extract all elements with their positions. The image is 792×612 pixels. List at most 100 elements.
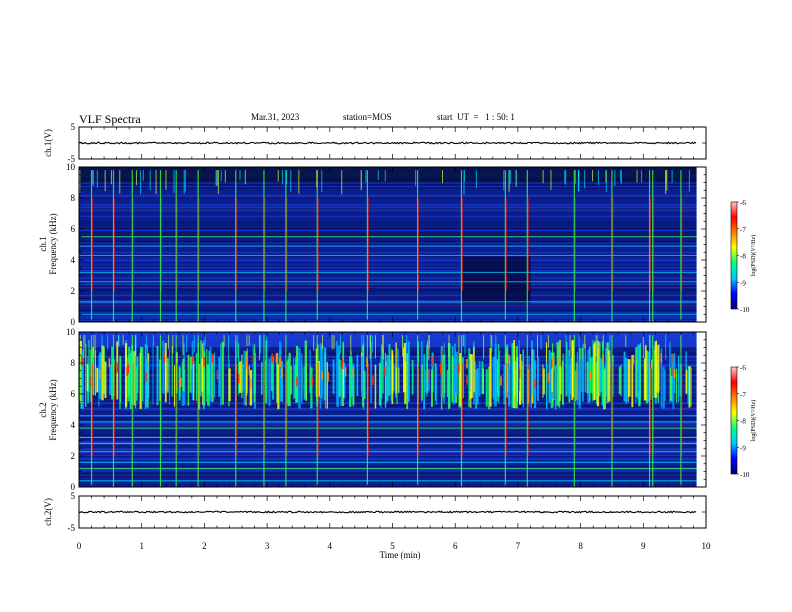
x-tick-label: 1 (139, 541, 144, 551)
emission-peak (508, 354, 510, 364)
x-tick-label: 5 (390, 541, 395, 551)
ch2-spec-ylabel-channel: ch.2 (38, 402, 48, 417)
colorbar-tick-label: -8 (740, 253, 746, 261)
emission-peak (428, 369, 430, 380)
emission-peak (671, 353, 673, 363)
emission-peak (458, 363, 460, 373)
emission-peak (81, 356, 83, 366)
emission-peak (116, 363, 119, 373)
colorbar-tick-label: -6 (740, 364, 746, 372)
emission-peak (211, 353, 213, 363)
emission-peak (271, 353, 273, 363)
colorbar-tick-label: -10 (740, 471, 750, 479)
emission-peak (520, 360, 523, 371)
ch2-volt-ylabel: ch.2(V) (43, 498, 53, 526)
ch1-spec-ylabel-channel: ch.1 (38, 236, 48, 251)
emission-peak (660, 353, 662, 363)
y-tick-label: 8 (71, 358, 76, 368)
x-tick-label: 6 (453, 541, 458, 551)
x-tick-label: 7 (516, 541, 521, 551)
emission-peak (145, 372, 147, 383)
y-tick-label: 5 (71, 491, 76, 501)
x-tick-label: 9 (641, 541, 646, 551)
y-tick-label: 10 (66, 327, 76, 337)
emission-peak (632, 354, 635, 365)
y-tick-label: 8 (71, 193, 76, 203)
emission-peak (108, 357, 111, 368)
x-tick-label: 3 (265, 541, 270, 551)
emission-peak (296, 376, 298, 387)
colorbar-tick-label: -10 (740, 306, 750, 314)
spectrogram-1 (79, 167, 706, 323)
emission-peak (500, 376, 502, 386)
ch1-volt-ylabel: ch.1(V) (43, 129, 53, 157)
quiet-region (461, 256, 531, 304)
colorbar-tick-label: -7 (740, 226, 746, 234)
emission-peak (203, 357, 205, 367)
x-tick-label: 0 (77, 541, 82, 551)
emission-peak (518, 369, 521, 379)
y-tick-label: 2 (71, 451, 76, 461)
emission-peak (327, 372, 329, 382)
emission-peak (192, 354, 194, 365)
emission-peak (311, 376, 314, 386)
x-tick-label: 8 (578, 541, 583, 551)
emission-peak (466, 359, 468, 369)
emission-peak (466, 375, 468, 385)
station-label: station=MOS (343, 112, 392, 122)
emission-peak (650, 359, 653, 369)
chart-title: VLF Spectra (79, 112, 141, 126)
waveform-line (78, 141, 697, 145)
emission-peak (163, 352, 165, 363)
colorbar-label: log(PSD)(V²/Hz) (750, 400, 757, 441)
y-tick-label: -5 (68, 154, 76, 164)
colorbar-tick-label: -8 (740, 418, 746, 426)
ch1-spec-ylabel-frequency: Frequency (kHz) (48, 213, 58, 274)
colorbar-tick-label: -6 (740, 199, 746, 207)
colorbar-label: log(PSD)(V²/Hz) (750, 235, 757, 276)
emission-peak (341, 359, 344, 370)
y-tick-label: 4 (71, 255, 76, 265)
emission-peak (372, 375, 374, 386)
emission-peak (589, 370, 592, 380)
colorbar-strip (730, 366, 738, 475)
emission-peak (127, 364, 130, 374)
emission-peak (552, 356, 554, 366)
emission-peak (602, 353, 604, 364)
waveform-2-trace (78, 510, 697, 514)
axis-ticks (78, 126, 707, 529)
emission-peak (99, 369, 101, 379)
y-tick-label: 6 (71, 389, 76, 399)
colorbar-1: -6 -7 -8 -9 -10 log(PSD)(V²/Hz) (730, 199, 757, 314)
y-tick-label: 4 (71, 420, 76, 430)
emission-peak (550, 359, 553, 369)
colorbar-tick-label: -9 (740, 279, 746, 287)
date-label: Mar.31, 2023 (251, 112, 300, 122)
y-tick-label: 2 (71, 286, 76, 296)
waveform-1-trace (78, 141, 697, 145)
emission-peak (534, 379, 536, 389)
emission-peak (180, 377, 182, 387)
x-tick-label: 2 (202, 541, 207, 551)
y-tick-label: 6 (71, 224, 76, 234)
emission-peak (245, 359, 247, 370)
y-tick-label: 5 (71, 122, 76, 132)
waveform-line (78, 510, 697, 514)
emission-peak (673, 369, 676, 379)
y-tick-label: -5 (68, 523, 76, 533)
data-end-gap (696, 167, 706, 322)
emission-peak (439, 363, 442, 374)
ch2-spec-ylabel-frequency: Frequency (kHz) (48, 379, 58, 440)
emission-peak (216, 369, 219, 380)
emission-peak (547, 373, 549, 383)
start-time-label: start UT = 1 : 50: 1 (437, 112, 515, 122)
spectrogram-2 (78, 332, 706, 488)
data-end-gap (696, 332, 706, 487)
y-tick-label: 0 (71, 482, 76, 492)
emission-peak (281, 368, 283, 378)
y-tick-label: 0 (71, 317, 76, 327)
emission-peak (384, 366, 386, 376)
emission-peak (558, 356, 561, 367)
emission-peak (321, 370, 323, 381)
